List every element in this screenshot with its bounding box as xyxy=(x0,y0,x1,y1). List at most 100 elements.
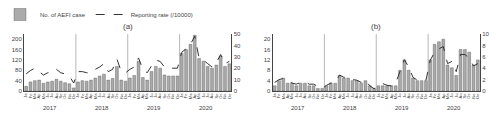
svg-text:50: 50 xyxy=(234,31,241,37)
svg-text:Ap: Ap xyxy=(140,93,145,99)
svg-text:Ma: Ma xyxy=(144,93,149,99)
svg-text:No: No xyxy=(119,93,124,99)
svg-text:No: No xyxy=(170,93,175,99)
svg-text:2019: 2019 xyxy=(395,105,409,111)
svg-text:Se: Se xyxy=(58,93,63,99)
svg-text:De: De xyxy=(475,93,480,99)
svg-text:120: 120 xyxy=(12,57,23,63)
svg-text:2018: 2018 xyxy=(343,105,357,111)
svg-text:Ma: Ma xyxy=(384,93,389,99)
svg-text:De: De xyxy=(423,93,428,99)
svg-text:Ju: Ju xyxy=(345,94,350,98)
svg-text:Se: Se xyxy=(110,93,115,99)
svg-text:Ap: Ap xyxy=(441,93,446,99)
svg-text:Ju: Ju xyxy=(350,94,355,98)
svg-text:Au: Au xyxy=(406,94,411,99)
svg-text:No. of AEFI case: No. of AEFI case xyxy=(40,12,86,18)
svg-text:Ju: Ju xyxy=(294,94,299,98)
svg-text:(b): (b) xyxy=(371,22,381,31)
svg-text:Au: Au xyxy=(209,94,214,99)
svg-text:0: 0 xyxy=(267,88,271,94)
svg-text:200: 200 xyxy=(12,36,23,42)
svg-text:Ju: Ju xyxy=(45,94,50,98)
svg-text:Fe: Fe xyxy=(432,93,437,98)
svg-text:Au: Au xyxy=(54,94,59,99)
svg-text:8: 8 xyxy=(482,43,486,49)
svg-text:Fe: Fe xyxy=(183,93,188,98)
svg-text:2019: 2019 xyxy=(147,105,161,111)
svg-text:Ja: Ja xyxy=(272,93,277,98)
svg-text:160: 160 xyxy=(12,47,23,53)
svg-text:Au: Au xyxy=(157,94,162,99)
svg-text:Se: Se xyxy=(358,93,363,99)
svg-text:Fe: Fe xyxy=(80,93,85,98)
svg-text:30: 30 xyxy=(234,54,241,60)
svg-text:Au: Au xyxy=(302,94,307,99)
svg-text:Ju: Ju xyxy=(402,94,407,98)
svg-text:Ma: Ma xyxy=(196,93,201,99)
svg-text:Ap: Ap xyxy=(192,93,197,99)
svg-text:Ju: Ju xyxy=(205,94,210,98)
svg-text:Ju: Ju xyxy=(449,94,454,98)
svg-text:2018: 2018 xyxy=(95,105,109,111)
svg-text:Ma: Ma xyxy=(341,93,346,99)
svg-text:Ma: Ma xyxy=(136,93,141,99)
svg-text:Ja: Ja xyxy=(23,93,28,98)
svg-text:De: De xyxy=(320,93,325,99)
svg-text:4: 4 xyxy=(482,65,486,71)
svg-text:12: 12 xyxy=(264,57,271,63)
svg-text:No: No xyxy=(315,93,320,99)
svg-text:Au: Au xyxy=(354,94,359,99)
svg-text:Ap: Ap xyxy=(285,93,290,99)
svg-text:10: 10 xyxy=(234,77,241,83)
svg-text:10: 10 xyxy=(482,31,489,37)
svg-text:Fe: Fe xyxy=(276,93,281,98)
svg-text:Oc: Oc xyxy=(311,94,316,99)
svg-text:Oc: Oc xyxy=(466,94,471,99)
svg-text:Ma: Ma xyxy=(436,93,441,99)
svg-text:2017: 2017 xyxy=(291,105,305,111)
svg-text:2020: 2020 xyxy=(199,105,213,111)
svg-text:Ja: Ja xyxy=(376,93,381,98)
svg-text:Au: Au xyxy=(106,94,111,99)
svg-text:Ja: Ja xyxy=(127,93,132,98)
svg-text:De: De xyxy=(175,93,180,99)
svg-text:Reporting rate (/10000): Reporting rate (/10000) xyxy=(131,12,193,18)
svg-text:Ma: Ma xyxy=(393,93,398,99)
svg-text:Oc: Oc xyxy=(363,94,368,99)
svg-text:Ma: Ma xyxy=(32,93,37,99)
svg-text:Fe: Fe xyxy=(28,93,33,98)
svg-text:Au: Au xyxy=(458,94,463,99)
svg-text:Ju: Ju xyxy=(397,94,402,98)
svg-text:20: 20 xyxy=(264,36,271,42)
svg-text:Ju: Ju xyxy=(298,94,303,98)
svg-text:Ja: Ja xyxy=(75,93,80,98)
svg-text:Ju: Ju xyxy=(101,94,106,98)
svg-text:De: De xyxy=(123,93,128,99)
svg-text:No: No xyxy=(367,93,372,99)
svg-text:Se: Se xyxy=(214,93,219,99)
svg-text:0: 0 xyxy=(18,88,22,94)
svg-text:2017: 2017 xyxy=(43,105,57,111)
svg-text:Ma: Ma xyxy=(445,93,450,99)
svg-text:Ju: Ju xyxy=(49,94,54,98)
svg-text:Oc: Oc xyxy=(166,94,171,99)
svg-text:4: 4 xyxy=(267,78,271,84)
svg-text:Ju: Ju xyxy=(454,94,459,98)
svg-text:De: De xyxy=(371,93,376,99)
svg-text:Fe: Fe xyxy=(132,93,137,98)
svg-text:20: 20 xyxy=(234,65,241,71)
svg-text:40: 40 xyxy=(234,43,241,49)
svg-text:Ma: Ma xyxy=(188,93,193,99)
svg-text:Ma: Ma xyxy=(289,93,294,99)
svg-text:80: 80 xyxy=(15,67,22,73)
svg-text:Se: Se xyxy=(410,93,415,99)
svg-text:Ma: Ma xyxy=(93,93,98,99)
svg-text:Oc: Oc xyxy=(218,94,223,99)
svg-text:Ap: Ap xyxy=(36,93,41,99)
svg-text:De: De xyxy=(71,93,76,99)
svg-text:Ju: Ju xyxy=(97,94,102,98)
svg-text:16: 16 xyxy=(264,47,271,53)
svg-text:De: De xyxy=(227,93,232,99)
svg-text:Ma: Ma xyxy=(333,93,338,99)
